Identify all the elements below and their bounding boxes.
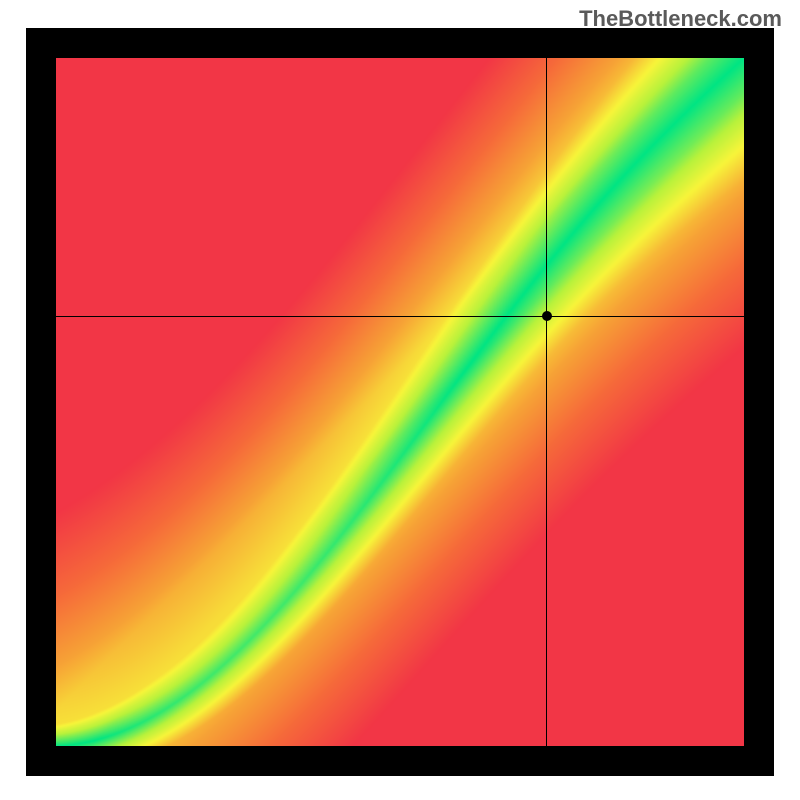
plot-frame bbox=[26, 28, 774, 776]
chart-container: TheBottleneck.com bbox=[0, 0, 800, 800]
crosshair-vertical bbox=[546, 58, 547, 746]
crosshair-horizontal bbox=[56, 316, 744, 317]
crosshair-marker bbox=[542, 311, 552, 321]
attribution-text: TheBottleneck.com bbox=[579, 6, 782, 32]
heatmap-canvas bbox=[56, 58, 744, 746]
